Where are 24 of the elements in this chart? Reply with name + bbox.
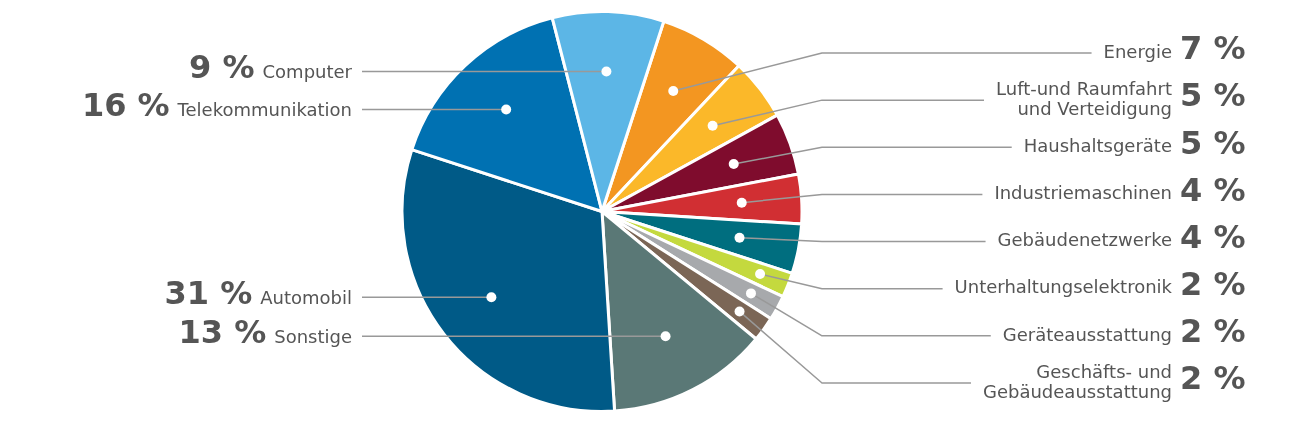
slice-label: Haushaltsgeräte bbox=[1023, 134, 1172, 156]
data-label: 13 % bbox=[178, 312, 267, 351]
slice-label: Telekommunikation bbox=[176, 99, 352, 121]
data-label: 2 % bbox=[1180, 312, 1246, 351]
data-label: 31 % bbox=[164, 273, 253, 312]
data-label: 16 % bbox=[81, 85, 170, 124]
slice-label: Luft-und Raumfahrt und Verteidigung bbox=[996, 77, 1172, 119]
slice-label: Industriemaschinen bbox=[994, 182, 1172, 204]
data-label: 5 % bbox=[1180, 123, 1246, 162]
slice-label: Sonstige bbox=[274, 325, 352, 347]
slice-label: Gebäudenetzwerke bbox=[997, 229, 1172, 251]
data-label: 4 % bbox=[1180, 217, 1246, 256]
data-label: 4 % bbox=[1180, 170, 1246, 209]
slice-label: Energie bbox=[1103, 40, 1172, 62]
slice-label: Computer bbox=[262, 61, 353, 83]
data-label: 2 % bbox=[1180, 265, 1246, 304]
data-label: 7 % bbox=[1180, 29, 1246, 68]
slice-label: Unterhaltungselektronik bbox=[954, 276, 1173, 298]
data-label: 2 % bbox=[1180, 359, 1246, 398]
slice-label: Geschäfts- und Gebäudeausstattung bbox=[982, 360, 1172, 402]
slice-label: Geräteausstattung bbox=[1002, 323, 1172, 345]
slice-label: Automobil bbox=[260, 286, 352, 308]
data-label: 9 % bbox=[189, 47, 255, 86]
data-label: 5 % bbox=[1180, 76, 1246, 115]
